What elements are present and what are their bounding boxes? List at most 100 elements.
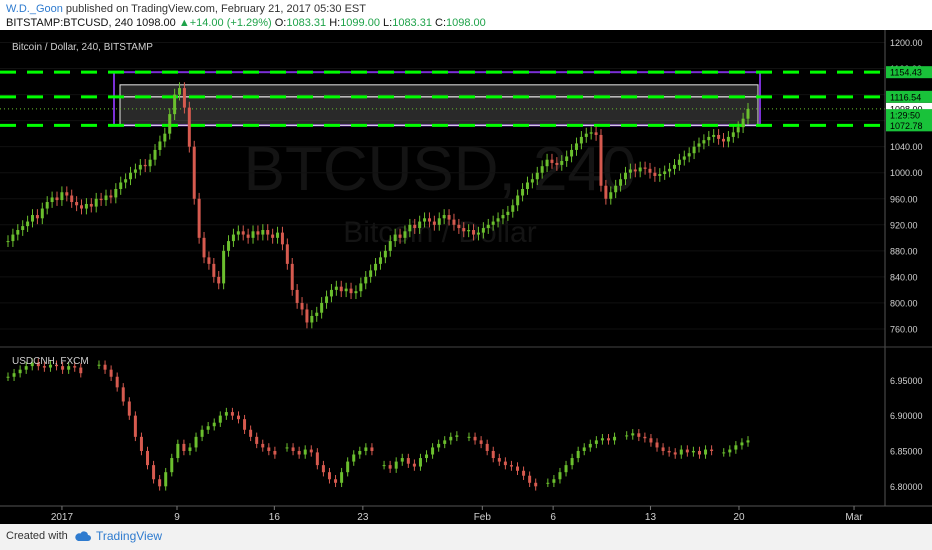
btc-candle-body: [658, 174, 662, 176]
low-value: 1083.31: [392, 17, 432, 29]
publish-info: W.D._Goon published on TradingView.com, …: [6, 3, 366, 15]
usdcnh-candle-body: [55, 364, 59, 367]
watermark: BTCUSD, 240 Bitcoin / Dollar: [244, 135, 637, 249]
usdcnh-candle-body: [303, 449, 307, 455]
usdcnh-candle-body: [558, 472, 562, 480]
btc-candle-body: [427, 218, 431, 222]
btc-candle-body: [354, 291, 358, 294]
tradingview-brand[interactable]: TradingView: [96, 529, 163, 543]
btc-candle-body: [619, 179, 623, 186]
btc-candle-body: [369, 270, 373, 277]
btc-candle-body: [741, 118, 745, 128]
btc-candle-body: [589, 132, 593, 134]
usdcnh-candle-body: [522, 470, 526, 476]
btc-candle-body: [540, 166, 544, 173]
btc-candle-body: [599, 134, 603, 186]
close-label: C:: [435, 17, 447, 29]
btc-candle-body: [153, 149, 157, 160]
usdcnh-candle-body: [412, 463, 416, 467]
usdcnh-candle-body: [673, 452, 677, 455]
usdcnh-candle-body: [182, 443, 186, 451]
btc-candle-body: [584, 133, 588, 137]
btc-candle-body: [467, 230, 471, 232]
usdcnh-candle-body: [97, 364, 101, 366]
btc-candle-body: [315, 312, 319, 316]
btc-candle-body: [545, 159, 549, 167]
usdcnh-candle-body: [473, 436, 477, 441]
btc-candle-body: [491, 221, 495, 225]
usdcnh-candle-body: [230, 412, 234, 416]
btc-candle-body: [506, 211, 510, 216]
usdcnh-candles: [6, 358, 750, 491]
usdcnh-candle-body: [206, 426, 210, 430]
usdcnh-candle-body: [370, 447, 374, 451]
btc-candle-body: [104, 195, 108, 201]
usdcnh-candle-body: [722, 452, 726, 454]
price-tick-label: 760.00: [890, 324, 918, 334]
btc-candle-body: [726, 136, 730, 142]
chart-svg[interactable]: BTCUSD, 240 Bitcoin / Dollar 1200.001160…: [0, 30, 932, 524]
usdcnh-candle-body: [564, 465, 568, 473]
usdcnh-candle-body: [133, 415, 137, 437]
btc-candle-body: [16, 230, 20, 235]
author-link[interactable]: W.D._Goon: [6, 3, 63, 15]
btc-candle-body: [472, 230, 476, 235]
usdcnh-candle-body: [103, 364, 107, 370]
usdcnh-candle-body: [121, 387, 125, 402]
btc-candle-body: [65, 192, 69, 196]
btc-candle-body: [594, 132, 598, 135]
btc-candle-body: [521, 189, 525, 196]
usdcnh-candle-body: [236, 415, 240, 420]
usdcnh-candle-body: [600, 438, 604, 441]
btc-candle-body: [736, 127, 740, 133]
btc-candle-body: [173, 94, 177, 115]
usdcnh-candle-body: [334, 479, 338, 483]
btc-candle-body: [212, 263, 216, 277]
btc-candle-body: [359, 283, 363, 292]
price-ticks: 1200.001160.001120.001080.001040.001000.…: [890, 38, 923, 334]
btc-candle-body: [55, 197, 59, 201]
usdcnh-candle-body: [152, 465, 156, 480]
usdcnh-candle-body: [127, 401, 131, 416]
usdcnh-candle-body: [24, 366, 28, 370]
btc-candle-body: [560, 161, 564, 165]
btc-candle-body: [628, 169, 632, 173]
btc-candle-body: [442, 215, 446, 219]
usdcnh-candle-body: [297, 450, 301, 455]
chart-area[interactable]: BTCUSD, 240 Bitcoin / Dollar 1200.001160…: [0, 30, 932, 524]
price-zones: [0, 70, 885, 127]
btc-candle-body: [403, 231, 407, 238]
footer: Created with TradingView: [0, 524, 932, 550]
time-tick-label: Mar: [845, 512, 863, 523]
btc-candle-body: [550, 159, 554, 163]
usdcnh-candle-body: [637, 433, 641, 437]
btc-candle-body: [310, 315, 314, 323]
btc-candle-body: [276, 232, 280, 238]
usdcnh-ticks: 6.95000 6.90000 6.85000 6.80000: [890, 376, 923, 492]
usdcnh-candle-body: [394, 461, 398, 469]
btc-candle-body: [84, 203, 88, 209]
usdcnh-candle-body: [42, 366, 46, 368]
btc-candle-body: [697, 143, 701, 147]
btc-candle-body: [423, 218, 427, 222]
usdcnh-candle-body: [30, 362, 34, 367]
btc-candle-body: [329, 289, 333, 297]
btc-candle-body: [320, 302, 324, 313]
time-tick-label: 23: [357, 512, 369, 523]
usdcnh-candle-body: [667, 450, 671, 453]
btc-candle-body: [236, 231, 240, 235]
usdcnh-candle-body: [158, 479, 162, 487]
btc-candle-body: [555, 162, 559, 165]
price-tick-label: 1040.00: [890, 142, 923, 152]
price-tick-label: 880.00: [890, 246, 918, 256]
price-label-bg: [886, 109, 932, 122]
time-tick-label: 16: [269, 512, 281, 523]
btc-candle-body: [109, 195, 113, 198]
btc-candle-body: [148, 159, 152, 167]
btc-candle-body: [80, 205, 84, 209]
btc-candle-body: [408, 224, 412, 232]
btc-candle-body: [535, 172, 539, 180]
btc-candle-body: [388, 241, 392, 251]
usdcnh-candle-body: [139, 436, 143, 451]
btc-candle-body: [677, 159, 681, 165]
